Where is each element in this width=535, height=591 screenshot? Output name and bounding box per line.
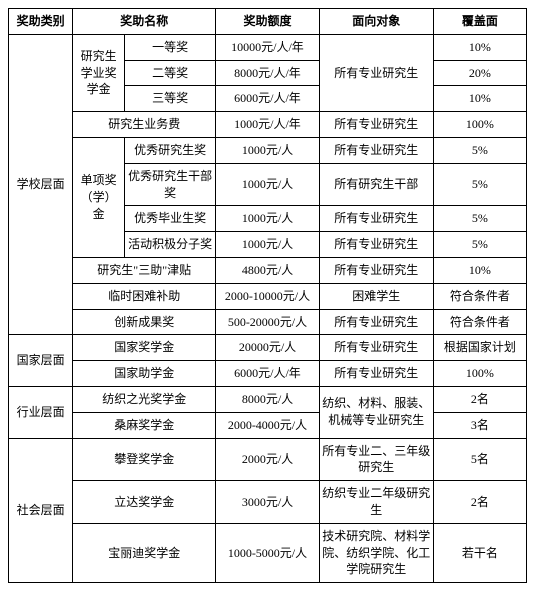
header-category: 奖助类别 xyxy=(9,9,73,35)
cell-amount: 3000元/人 xyxy=(216,481,320,524)
cell-amount: 2000-10000元/人 xyxy=(216,283,320,309)
cell-coverage: 20% xyxy=(433,60,526,86)
cell-name: 三等奖 xyxy=(125,86,216,112)
cell-name: 优秀研究生奖 xyxy=(125,137,216,163)
cell-amount: 8000元/人/年 xyxy=(216,60,320,86)
cell-coverage: 3名 xyxy=(433,412,526,438)
cell-coverage: 2名 xyxy=(433,481,526,524)
cell-target: 所有专业研究生 xyxy=(319,335,433,361)
table-row: 单项奖（学）金 优秀研究生奖 1000元/人 所有专业研究生 5% xyxy=(9,137,527,163)
table-row: 国家助学金 6000元/人/年 所有专业研究生 100% xyxy=(9,361,527,387)
cell-name: 优秀毕业生奖 xyxy=(125,206,216,232)
header-name: 奖助名称 xyxy=(73,9,216,35)
cell-target: 所有专业研究生 xyxy=(319,34,433,111)
cell-name: 攀登奖学金 xyxy=(73,438,216,481)
cell-group-special: 单项奖（学）金 xyxy=(73,137,125,257)
table-row: 行业层面 纺织之光奖学金 8000元/人 纺织、材料、服装、机械等专业研究生 2… xyxy=(9,386,527,412)
cell-amount: 1000-5000元/人 xyxy=(216,523,320,582)
cell-coverage: 10% xyxy=(433,257,526,283)
cell-target: 所有专业研究生 xyxy=(319,309,433,335)
table-row: 创新成果奖 500-20000元/人 所有专业研究生 符合条件者 xyxy=(9,309,527,335)
cell-name: 一等奖 xyxy=(125,34,216,60)
cell-category-social: 社会层面 xyxy=(9,438,73,583)
table-row: 立达奖学金 3000元/人 纺织专业二年级研究生 2名 xyxy=(9,481,527,524)
header-row: 奖助类别 奖助名称 奖助额度 面向对象 覆盖面 xyxy=(9,9,527,35)
cell-amount: 1000元/人 xyxy=(216,206,320,232)
cell-target: 所有专业研究生 xyxy=(319,206,433,232)
cell-coverage: 5% xyxy=(433,206,526,232)
cell-category-school: 学校层面 xyxy=(9,34,73,335)
cell-coverage: 5% xyxy=(433,137,526,163)
table-row: 研究生业务费 1000元/人/年 所有专业研究生 100% xyxy=(9,112,527,138)
cell-coverage: 符合条件者 xyxy=(433,283,526,309)
cell-target: 纺织、材料、服装、机械等专业研究生 xyxy=(319,386,433,438)
table-row: 学校层面 研究生学业奖学金 一等奖 10000元/人/年 所有专业研究生 10% xyxy=(9,34,527,60)
cell-amount: 20000元/人 xyxy=(216,335,320,361)
cell-name: 活动积极分子奖 xyxy=(125,232,216,258)
cell-amount: 500-20000元/人 xyxy=(216,309,320,335)
cell-name: 立达奖学金 xyxy=(73,481,216,524)
cell-name: 研究生"三助"津贴 xyxy=(73,257,216,283)
cell-coverage: 5% xyxy=(433,232,526,258)
cell-coverage: 10% xyxy=(433,34,526,60)
header-amount: 奖助额度 xyxy=(216,9,320,35)
cell-name: 研究生业务费 xyxy=(73,112,216,138)
cell-name: 创新成果奖 xyxy=(73,309,216,335)
cell-target: 技术研究院、材料学院、纺织学院、化工学院研究生 xyxy=(319,523,433,582)
table-row: 桑麻奖学金 2000-4000元/人 3名 xyxy=(9,412,527,438)
cell-coverage: 5名 xyxy=(433,438,526,481)
cell-coverage: 5% xyxy=(433,163,526,206)
cell-target: 所有专业二、三年级研究生 xyxy=(319,438,433,481)
cell-target: 所有研究生干部 xyxy=(319,163,433,206)
cell-coverage: 100% xyxy=(433,361,526,387)
table-row: 研究生"三助"津贴 4800元/人 所有专业研究生 10% xyxy=(9,257,527,283)
cell-amount: 8000元/人 xyxy=(216,386,320,412)
cell-name: 桑麻奖学金 xyxy=(73,412,216,438)
cell-target: 所有专业研究生 xyxy=(319,137,433,163)
cell-amount: 2000-4000元/人 xyxy=(216,412,320,438)
scholarship-table: 奖助类别 奖助名称 奖助额度 面向对象 覆盖面 学校层面 研究生学业奖学金 一等… xyxy=(8,8,527,583)
table-row: 社会层面 攀登奖学金 2000元/人 所有专业二、三年级研究生 5名 xyxy=(9,438,527,481)
cell-name: 国家助学金 xyxy=(73,361,216,387)
cell-target: 困难学生 xyxy=(319,283,433,309)
cell-name: 优秀研究生干部奖 xyxy=(125,163,216,206)
cell-target: 纺织专业二年级研究生 xyxy=(319,481,433,524)
cell-amount: 1000元/人 xyxy=(216,137,320,163)
cell-coverage: 若干名 xyxy=(433,523,526,582)
cell-target: 所有专业研究生 xyxy=(319,361,433,387)
cell-amount: 6000元/人/年 xyxy=(216,86,320,112)
cell-amount: 2000元/人 xyxy=(216,438,320,481)
table-row: 国家层面 国家奖学金 20000元/人 所有专业研究生 根据国家计划 xyxy=(9,335,527,361)
cell-amount: 4800元/人 xyxy=(216,257,320,283)
header-coverage: 覆盖面 xyxy=(433,9,526,35)
cell-name: 临时困难补助 xyxy=(73,283,216,309)
cell-amount: 1000元/人 xyxy=(216,232,320,258)
cell-amount: 10000元/人/年 xyxy=(216,34,320,60)
cell-coverage: 符合条件者 xyxy=(433,309,526,335)
cell-amount: 1000元/人 xyxy=(216,163,320,206)
cell-coverage: 根据国家计划 xyxy=(433,335,526,361)
cell-coverage: 10% xyxy=(433,86,526,112)
cell-name: 宝丽迪奖学金 xyxy=(73,523,216,582)
cell-name: 二等奖 xyxy=(125,60,216,86)
cell-group-academic: 研究生学业奖学金 xyxy=(73,34,125,111)
cell-target: 所有专业研究生 xyxy=(319,232,433,258)
cell-target: 所有专业研究生 xyxy=(319,257,433,283)
cell-name: 国家奖学金 xyxy=(73,335,216,361)
table-row: 临时困难补助 2000-10000元/人 困难学生 符合条件者 xyxy=(9,283,527,309)
cell-name: 纺织之光奖学金 xyxy=(73,386,216,412)
table-row: 宝丽迪奖学金 1000-5000元/人 技术研究院、材料学院、纺织学院、化工学院… xyxy=(9,523,527,582)
cell-coverage: 2名 xyxy=(433,386,526,412)
header-target: 面向对象 xyxy=(319,9,433,35)
cell-amount: 6000元/人/年 xyxy=(216,361,320,387)
cell-category-nation: 国家层面 xyxy=(9,335,73,387)
cell-category-industry: 行业层面 xyxy=(9,386,73,438)
cell-target: 所有专业研究生 xyxy=(319,112,433,138)
cell-coverage: 100% xyxy=(433,112,526,138)
cell-amount: 1000元/人/年 xyxy=(216,112,320,138)
